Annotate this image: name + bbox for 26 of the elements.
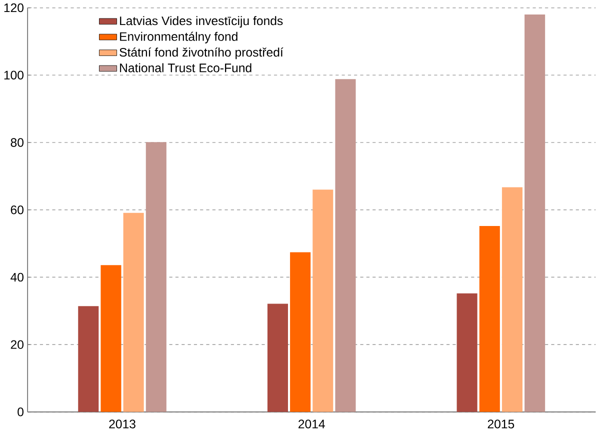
bar	[456, 293, 478, 412]
legend-label: Environmentálny fond	[120, 32, 238, 44]
bar	[78, 306, 99, 412]
legend-label: Latvias Vides investīciju fonds	[120, 16, 283, 28]
bar	[267, 304, 288, 412]
bar	[290, 252, 311, 412]
y-tick-label: 20	[10, 340, 24, 350]
bar	[502, 187, 522, 412]
bar	[335, 79, 356, 412]
bar	[123, 212, 144, 412]
x-tick-label: 2015	[488, 420, 514, 428]
y-tick-label: 60	[10, 206, 24, 214]
bar	[146, 142, 166, 412]
y-tick-label: 0	[18, 408, 24, 416]
y-tick-label: 40	[10, 272, 24, 282]
x-tick-label: 2014	[298, 420, 325, 428]
bar	[312, 190, 334, 412]
x-tick-label: 2013	[109, 420, 136, 428]
y-tick-label: 120	[4, 4, 24, 12]
legend-label: National Trust Eco-Fund	[120, 63, 252, 72]
y-tick-label: 100	[4, 70, 24, 80]
bar	[479, 226, 500, 412]
y-tick-label: 80	[10, 138, 24, 147]
bar	[524, 14, 546, 412]
bar	[100, 265, 122, 412]
legend-label: Státní fond životního prostředí	[120, 48, 284, 60]
